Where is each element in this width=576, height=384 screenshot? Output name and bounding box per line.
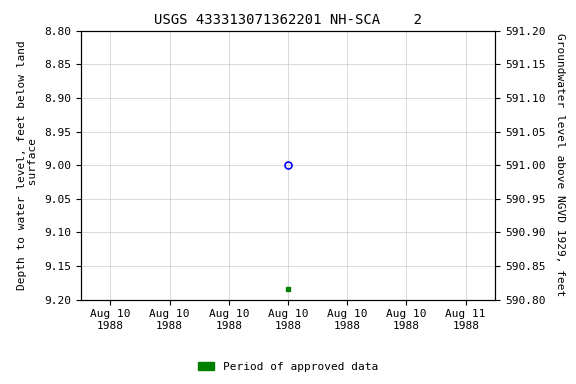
Legend: Period of approved data: Period of approved data — [193, 358, 383, 377]
Y-axis label: Groundwater level above NGVD 1929, feet: Groundwater level above NGVD 1929, feet — [555, 33, 565, 297]
Title: USGS 433313071362201 NH-SCA    2: USGS 433313071362201 NH-SCA 2 — [154, 13, 422, 27]
Y-axis label: Depth to water level, feet below land
 surface: Depth to water level, feet below land su… — [17, 40, 39, 290]
